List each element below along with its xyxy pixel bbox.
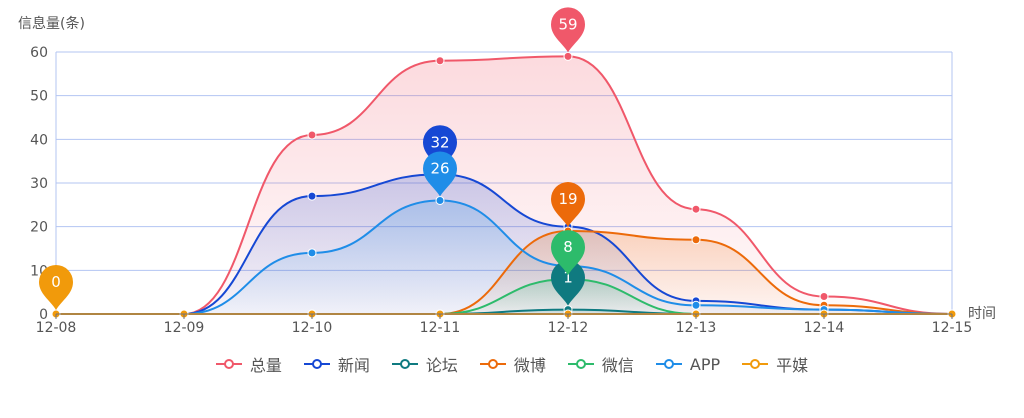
x-tick-label: 12-10 <box>292 320 333 336</box>
series-line <box>56 199 953 316</box>
legend-label: 总量 <box>249 356 282 375</box>
max-marker: 59 <box>551 7 585 53</box>
legend-label: 新闻 <box>337 356 370 375</box>
data-point <box>819 292 829 302</box>
legend-item[interactable]: APP <box>655 352 721 376</box>
y-tick-label: 50 <box>30 89 48 105</box>
legend-swatch-icon <box>742 357 769 371</box>
y-tick-label: 30 <box>30 176 48 192</box>
legend-swatch-icon <box>567 357 594 371</box>
data-point <box>435 56 445 66</box>
legend-label: APP <box>689 354 721 374</box>
marker-pin <box>551 230 585 276</box>
marker-label: 8 <box>563 238 573 256</box>
max-marker: 19 <box>551 182 585 228</box>
data-point <box>307 130 317 140</box>
y-tick-label: 40 <box>30 132 48 148</box>
legend-label: 论坛 <box>425 356 458 375</box>
data-point <box>691 235 701 245</box>
marker-pin <box>551 260 585 306</box>
legend-item[interactable]: 论坛 <box>391 352 458 376</box>
marker-label: 26 <box>430 159 449 177</box>
legend-swatch-icon <box>479 357 506 371</box>
legend-item[interactable]: 平媒 <box>742 352 808 376</box>
data-point <box>691 300 701 310</box>
legend-swatch-icon <box>391 357 418 371</box>
y-axis-title: 信息量(条) <box>18 15 85 32</box>
y-tick-label: 0 <box>39 307 48 323</box>
legend-item[interactable]: 微信 <box>567 352 634 376</box>
y-tick-label: 20 <box>30 220 48 236</box>
marker-pin <box>423 151 457 197</box>
legend-label: 平媒 <box>776 356 809 375</box>
max-marker: 0 <box>39 265 73 310</box>
marker-pin <box>551 7 585 53</box>
max-marker: 8 <box>551 230 585 276</box>
x-tick-label: 12-15 <box>932 320 973 336</box>
marker-label: 19 <box>558 190 577 208</box>
x-tick-label: 12-09 <box>164 320 205 336</box>
x-tick-label: 12-08 <box>36 320 77 336</box>
data-point <box>691 204 701 214</box>
series-area <box>56 231 952 314</box>
y-tick-label: 60 <box>30 45 48 61</box>
legend-label: 微博 <box>513 356 546 375</box>
legend-swatch-icon <box>215 357 242 371</box>
legend-item[interactable]: 总量 <box>215 352 282 376</box>
data-point <box>435 195 445 205</box>
max-marker: 1 <box>551 260 585 306</box>
series-line <box>56 55 953 316</box>
data-point <box>307 191 317 201</box>
series-area <box>56 200 952 314</box>
marker-label: 32 <box>430 133 449 151</box>
x-tick-label: 12-12 <box>548 320 589 336</box>
x-axis-title: 时间 <box>968 306 996 322</box>
series-areas <box>56 56 952 314</box>
marker-label: 1 <box>563 269 573 287</box>
data-point <box>307 248 317 258</box>
legend-swatch-icon <box>655 357 682 371</box>
marker-label: 0 <box>51 273 61 291</box>
max-marker: 26 <box>423 151 457 197</box>
marker-pin <box>551 182 585 228</box>
data-point <box>563 51 573 61</box>
x-tick-label: 12-14 <box>804 320 845 336</box>
max-markers: 59 32 1 19 8 26 0 <box>39 7 585 310</box>
legend: 总量 新闻 论坛 微博 微信 APP 平媒 <box>0 352 1024 376</box>
marker-label: 59 <box>558 15 577 33</box>
legend-item[interactable]: 新闻 <box>303 352 370 376</box>
marker-pin <box>39 265 73 310</box>
x-tick-label: 12-13 <box>676 320 717 336</box>
legend-label: 微信 <box>601 356 634 375</box>
x-tick-label: 12-11 <box>420 320 461 336</box>
legend-item[interactable]: 微博 <box>479 352 546 376</box>
legend-swatch-icon <box>303 357 330 371</box>
